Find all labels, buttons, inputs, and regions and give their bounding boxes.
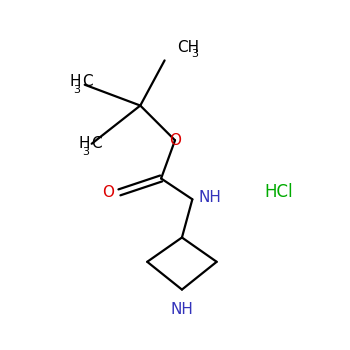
Text: 3: 3 [82, 147, 89, 158]
Text: NH: NH [170, 302, 194, 317]
Text: HCl: HCl [265, 183, 294, 201]
Text: C: C [82, 74, 92, 89]
Text: H: H [70, 74, 81, 89]
Text: 3: 3 [74, 85, 80, 95]
Text: O: O [102, 185, 114, 200]
Text: C: C [91, 136, 101, 151]
Text: NH: NH [198, 190, 222, 205]
Text: CH: CH [177, 40, 199, 55]
Text: 3: 3 [191, 49, 198, 59]
Text: O: O [169, 133, 181, 148]
Text: H: H [78, 136, 90, 151]
